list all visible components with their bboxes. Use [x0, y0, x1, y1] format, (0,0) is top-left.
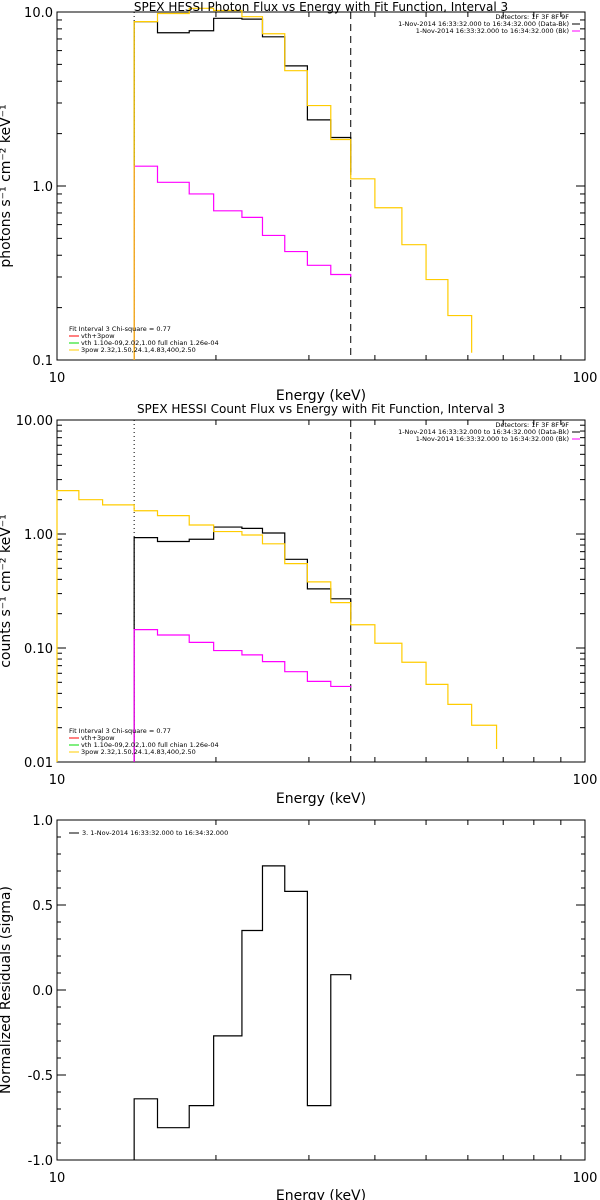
y-tick-label: 0.0	[32, 984, 53, 999]
legend-entry: 3pow 2.32,1.50,24.1,4.83,400,2.50	[81, 346, 196, 354]
y-tick-label: 1.0	[32, 814, 53, 829]
legend-entry: Fit Interval 3 Chi-square = 0.77	[69, 727, 171, 735]
series-2-histogram	[133, 629, 352, 762]
legend-entry: 1-Nov-2014 16:33:32.000 to 16:34:32.000 …	[398, 20, 569, 28]
series-1-histogram	[133, 526, 352, 762]
x-tick-label: 100	[573, 371, 598, 386]
series-2-histogram	[133, 165, 352, 360]
legend-entry: vth+3pow	[81, 734, 115, 742]
legend-entry: 1-Nov-2014 16:33:32.000 to 16:34:32.000 …	[416, 435, 569, 443]
legend-entry: Detectors: 1F 3F 8F 9F	[495, 13, 569, 21]
plot-frame	[56, 819, 586, 1161]
x-axis-label: Energy (keV)	[276, 1188, 366, 1200]
y-tick-label: 0.1	[32, 354, 53, 369]
legend-entry: 1-Nov-2014 16:33:32.000 to 16:34:32.000 …	[416, 27, 569, 35]
y-tick-label: 1.0	[32, 180, 53, 195]
x-tick-label: 100	[573, 1171, 598, 1186]
y-tick-label: 0.01	[24, 756, 53, 771]
series-1-histogram	[133, 865, 352, 1160]
y-tick-label: 1.00	[24, 528, 53, 543]
y-axis-label: counts s⁻¹ cm⁻² keV⁻¹	[0, 514, 14, 668]
legend-entry: Detectors: 1F 3F 8F 9F	[495, 421, 569, 429]
x-tick-label: 100	[573, 773, 598, 788]
y-tick-label: -0.5	[28, 1069, 53, 1084]
x-tick-label: 10	[49, 371, 66, 386]
legend-entry: vth 1.10e-09,2.02,1.00 full chian 1.26e-…	[81, 339, 219, 347]
legend-entry: 3. 1-Nov-2014 16:33:32.000 to 16:34:32.0…	[82, 829, 228, 837]
legend-entry: 3pow 2.32,1.50,24.1,4.83,400,2.50	[81, 748, 196, 756]
legend-entry: 1-Nov-2014 16:33:32.000 to 16:34:32.000 …	[398, 428, 569, 436]
y-axis-label: Normalized Residuals (sigma)	[0, 886, 14, 1094]
plot-frame	[56, 11, 586, 361]
x-axis-label: Energy (keV)	[276, 791, 366, 807]
chart-panel-3: 10 100 -1.0 -0.5 0.0 0.5 1.0 Energy (keV) Normal…	[0, 814, 597, 1200]
series-3-histogram	[56, 490, 498, 762]
series-1-histogram	[133, 17, 352, 360]
chart-title: SPEX HESSI Count Flux vs Energy with Fit…	[137, 402, 505, 416]
chart-panel-2: 10 100 0.01 0.10 1.00 10.00 SPEX HESSI Count F…	[0, 402, 597, 807]
y-tick-label: -1.0	[28, 1154, 53, 1169]
plot-frame	[56, 419, 586, 763]
y-tick-label: 10.0	[24, 6, 53, 21]
y-tick-label: 10.00	[16, 414, 53, 429]
y-tick-label: 0.5	[32, 899, 53, 914]
series-3-histogram	[133, 7, 473, 360]
x-tick-label: 10	[49, 1171, 66, 1186]
chart-title: SPEX HESSI Photon Flux vs Energy with Fi…	[134, 0, 508, 14]
y-axis-label: photons s⁻¹ cm⁻² keV⁻¹	[0, 104, 14, 267]
legend-entry: Fit Interval 3 Chi-square = 0.77	[69, 325, 171, 333]
chart-panel-1: 10 100 0.1 1.0 10.0 SPEX HESSI Photon Flux vs…	[0, 0, 597, 404]
x-tick-label: 10	[49, 773, 66, 788]
y-tick-label: 0.10	[24, 642, 53, 657]
legend-entry: vth+3pow	[81, 332, 115, 340]
legend-entry: vth 1.10e-09,2.02,1.00 full chian 1.26e-…	[81, 741, 219, 749]
x-axis-label: Energy (keV)	[276, 388, 366, 404]
